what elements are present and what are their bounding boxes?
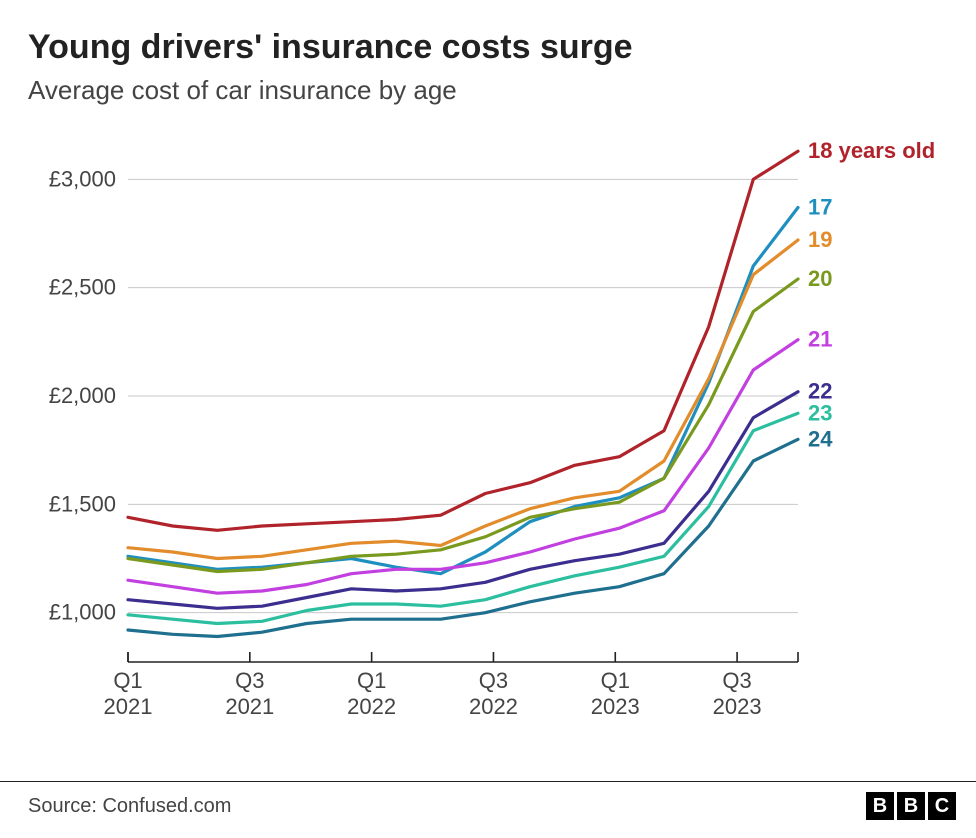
chart-subtitle: Average cost of car insurance by age bbox=[28, 75, 956, 106]
series-label: 23 bbox=[808, 400, 832, 425]
y-tick-label: £2,000 bbox=[49, 383, 116, 408]
y-tick-label: £3,000 bbox=[49, 166, 116, 191]
x-tick-label-quarter: Q1 bbox=[601, 668, 630, 693]
x-tick-label-year: 2022 bbox=[347, 694, 396, 719]
series-label: 17 bbox=[808, 195, 832, 220]
x-tick-label-quarter: Q1 bbox=[113, 668, 142, 693]
x-tick-label-year: 2023 bbox=[713, 694, 762, 719]
series-line bbox=[128, 340, 798, 594]
x-tick-label-quarter: Q3 bbox=[235, 668, 264, 693]
x-tick-label-year: 2023 bbox=[591, 694, 640, 719]
x-tick-label-quarter: Q3 bbox=[722, 668, 751, 693]
bbc-logo-box: B bbox=[866, 792, 894, 820]
x-tick-label-quarter: Q3 bbox=[479, 668, 508, 693]
x-tick-label-year: 2021 bbox=[104, 694, 153, 719]
line-chart: £1,000£1,500£2,000£2,500£3,000Q12021Q320… bbox=[28, 126, 948, 736]
y-tick-label: £1,500 bbox=[49, 491, 116, 516]
series-label: 20 bbox=[808, 266, 832, 291]
series-label: 19 bbox=[808, 227, 832, 252]
x-tick-label-quarter: Q1 bbox=[357, 668, 386, 693]
series-label: 24 bbox=[808, 426, 833, 451]
bbc-logo: B B C bbox=[866, 792, 956, 820]
footer: Source: Confused.com B B C bbox=[0, 781, 976, 820]
y-tick-label: £1,000 bbox=[49, 600, 116, 625]
series-line bbox=[128, 151, 798, 530]
chart-area: £1,000£1,500£2,000£2,500£3,000Q12021Q320… bbox=[28, 126, 948, 736]
y-tick-label: £2,500 bbox=[49, 275, 116, 300]
bbc-logo-box: C bbox=[928, 792, 956, 820]
x-tick-label-year: 2021 bbox=[225, 694, 274, 719]
series-label: 18 years old bbox=[808, 138, 935, 163]
bbc-logo-box: B bbox=[897, 792, 925, 820]
chart-title: Young drivers' insurance costs surge bbox=[28, 28, 956, 67]
source-text: Source: Confused.com bbox=[28, 795, 231, 818]
x-tick-label-year: 2022 bbox=[469, 694, 518, 719]
series-label: 21 bbox=[808, 327, 832, 352]
